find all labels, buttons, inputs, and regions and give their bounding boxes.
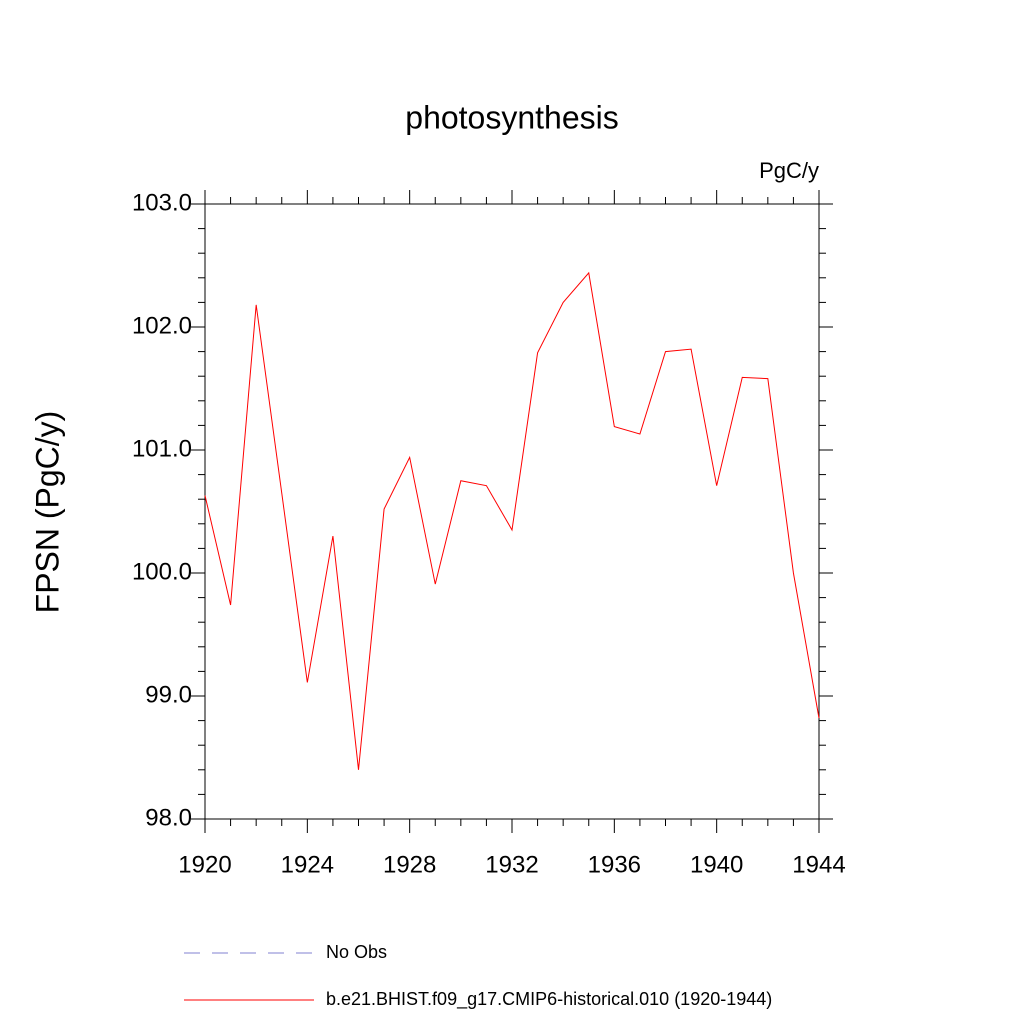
x-tick-label: 1932 — [485, 851, 538, 878]
units-label: PgC/y — [759, 158, 819, 183]
x-tick-label: 1928 — [383, 851, 436, 878]
chart-title: photosynthesis — [405, 99, 618, 135]
y-tick-label: 98.0 — [145, 804, 192, 831]
data-line — [204, 271, 820, 770]
y-tick-label: 102.0 — [132, 312, 192, 339]
x-tick-label: 1936 — [588, 851, 641, 878]
x-tick-label: 1924 — [281, 851, 334, 878]
y-tick-label: 100.0 — [132, 558, 192, 585]
x-tick-label: 1940 — [690, 851, 743, 878]
y-tick-label: 99.0 — [145, 681, 192, 708]
y-axis-label: FPSN (PgC/y) — [29, 411, 65, 614]
y-tick-label: 103.0 — [132, 189, 192, 216]
x-tick-label: 1920 — [178, 851, 231, 878]
plot-frame — [204, 203, 820, 820]
y-tick-label: 101.0 — [132, 435, 192, 462]
legend-label: b.e21.BHIST.f09_g17.CMIP6-historical.010… — [326, 989, 772, 1010]
x-tick-label: 1944 — [792, 851, 845, 878]
legend-label: No Obs — [326, 942, 387, 962]
